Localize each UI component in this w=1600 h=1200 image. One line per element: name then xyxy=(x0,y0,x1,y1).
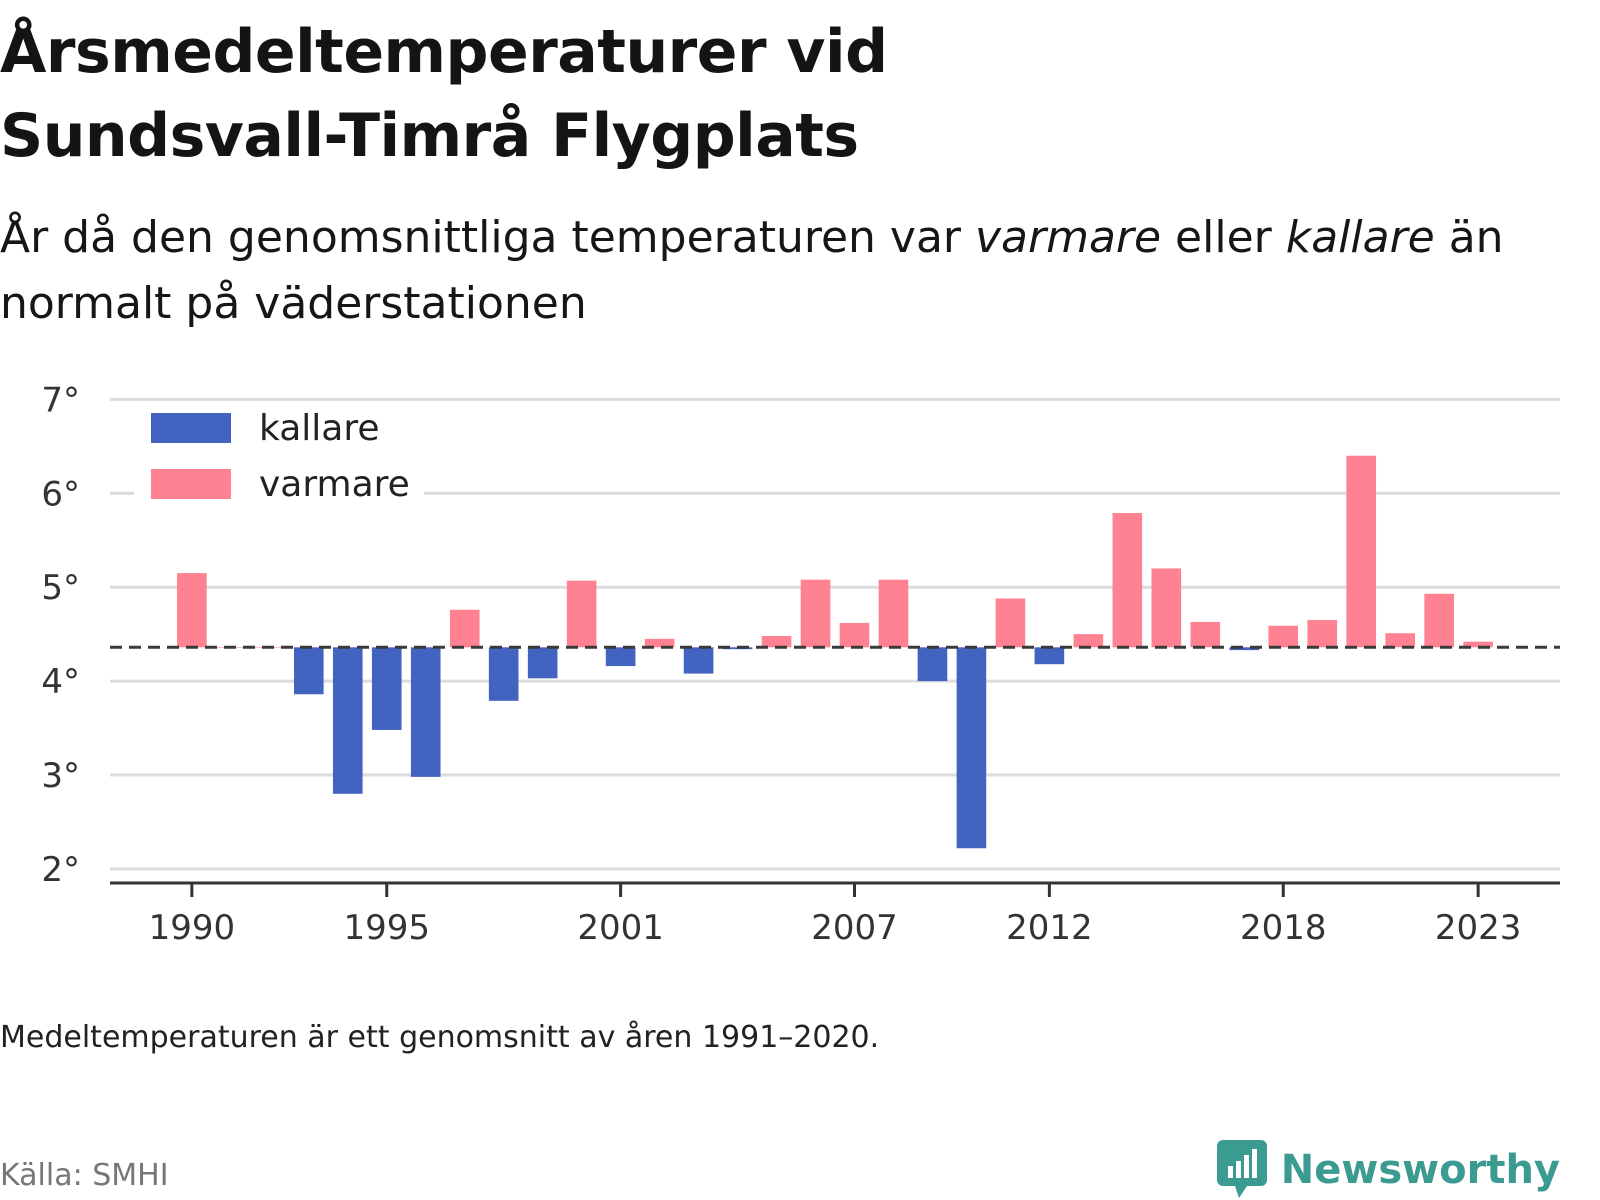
newsworthy-logo-icon xyxy=(1216,1140,1267,1198)
source-label: Källa: SMHI xyxy=(0,1158,169,1193)
y-tick-label: 2° xyxy=(41,850,80,890)
bar xyxy=(839,622,870,648)
bar xyxy=(956,647,987,849)
chart-title: Årsmedeltemperaturer vid Sundsvall-Timrå… xyxy=(0,10,1000,178)
bar-chart: 2° 3° 4° 5° 6° 7° 1990 1995 2001 2007 2012 2018 2023… xyxy=(41,380,1560,948)
bar xyxy=(1034,647,1065,665)
bar xyxy=(761,636,792,648)
bar xyxy=(1385,633,1415,648)
bar xyxy=(1073,634,1104,648)
bar xyxy=(1307,620,1338,648)
bar xyxy=(332,647,363,794)
bar xyxy=(683,647,714,674)
bar xyxy=(1190,621,1221,648)
title-line-1: Årsmedeltemperaturer vid xyxy=(0,17,888,87)
chart-note: Medeltemperaturen är ett genomsnitt av å… xyxy=(0,1020,880,1055)
subtitle-cold-word: kallare xyxy=(1285,212,1435,263)
bar xyxy=(488,647,519,701)
title-line-2: Sundsvall-Timrå Flygplats xyxy=(0,101,859,171)
chart-subtitle: År då den genomsnittliga temperaturen va… xyxy=(0,205,1560,337)
bar xyxy=(1151,568,1182,648)
subtitle-part-2: eller xyxy=(1161,212,1286,263)
x-tick-label: 2007 xyxy=(811,908,898,948)
legend-label: kallare xyxy=(259,408,380,449)
y-tick-label: 6° xyxy=(41,474,80,514)
bar xyxy=(566,580,597,648)
brand-name: Newsworthy xyxy=(1280,1147,1560,1193)
y-tick-label: 5° xyxy=(41,568,80,608)
legend-swatch xyxy=(151,413,231,443)
legend-swatch xyxy=(151,469,231,499)
x-tick-label: 2012 xyxy=(1006,908,1093,948)
subtitle-part-3: än normalt på väderstationen xyxy=(0,212,1504,329)
x-tick-label: 2023 xyxy=(1435,908,1522,948)
y-tick-label: 4° xyxy=(41,662,80,702)
bar xyxy=(293,647,324,695)
x-tick-label: 2001 xyxy=(577,908,664,948)
bar xyxy=(449,609,480,648)
bar xyxy=(177,573,207,648)
subtitle-warm-word: varmare xyxy=(974,212,1162,263)
x-tick-label: 2018 xyxy=(1240,908,1327,948)
subtitle-part-1: År då den genomsnittliga temperaturen va… xyxy=(0,212,975,263)
y-tick-label: 7° xyxy=(41,380,80,420)
bar xyxy=(1229,647,1260,651)
bar xyxy=(527,647,558,679)
bar xyxy=(878,579,909,648)
bar xyxy=(1112,513,1143,648)
x-tick-label: 1990 xyxy=(149,908,236,948)
bar xyxy=(371,647,402,730)
bar xyxy=(1424,593,1454,648)
bar xyxy=(605,647,636,667)
legend-label: varmare xyxy=(259,464,410,505)
x-tick-label: 1995 xyxy=(343,908,430,948)
brand: Newsworthy xyxy=(1216,1140,1560,1200)
bar xyxy=(1346,455,1377,648)
bar xyxy=(995,598,1026,648)
bar xyxy=(644,638,675,648)
bar xyxy=(917,647,948,682)
y-tick-label: 3° xyxy=(41,756,80,796)
bar xyxy=(1268,625,1299,648)
bar xyxy=(1463,641,1493,648)
bar xyxy=(410,647,441,777)
bar xyxy=(800,579,831,648)
